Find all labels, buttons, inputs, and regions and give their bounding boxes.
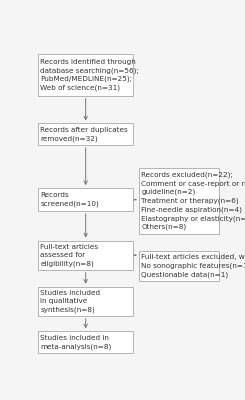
FancyBboxPatch shape xyxy=(38,240,133,270)
Text: Full-text articles
assessed for
eligibility(n=8): Full-text articles assessed for eligibil… xyxy=(40,244,99,267)
FancyBboxPatch shape xyxy=(38,54,133,96)
Text: Full-text articles excluded, with reasons:
No sonographic features(n=1)
Question: Full-text articles excluded, with reason… xyxy=(141,254,245,278)
FancyBboxPatch shape xyxy=(139,251,219,280)
Text: Records after duplicates
removed(n=32): Records after duplicates removed(n=32) xyxy=(40,127,128,142)
FancyBboxPatch shape xyxy=(139,168,219,234)
FancyBboxPatch shape xyxy=(38,287,133,316)
Text: Records excluded(n=22);
Comment or case-report or review or
guideline(n=2)
Treat: Records excluded(n=22); Comment or case-… xyxy=(141,172,245,230)
FancyBboxPatch shape xyxy=(38,124,133,145)
Text: Studies included in
meta-analysis(n=8): Studies included in meta-analysis(n=8) xyxy=(40,335,112,350)
Text: Records
screened(n=10): Records screened(n=10) xyxy=(40,192,99,207)
FancyBboxPatch shape xyxy=(38,331,133,353)
FancyBboxPatch shape xyxy=(38,188,133,211)
Text: Records identified through
database searching(n=56);
PubMed/MEDLINE(n=25);
Web o: Records identified through database sear… xyxy=(40,59,139,91)
Text: Studies included
in qualitative
synthesis(n=8): Studies included in qualitative synthesi… xyxy=(40,290,101,313)
